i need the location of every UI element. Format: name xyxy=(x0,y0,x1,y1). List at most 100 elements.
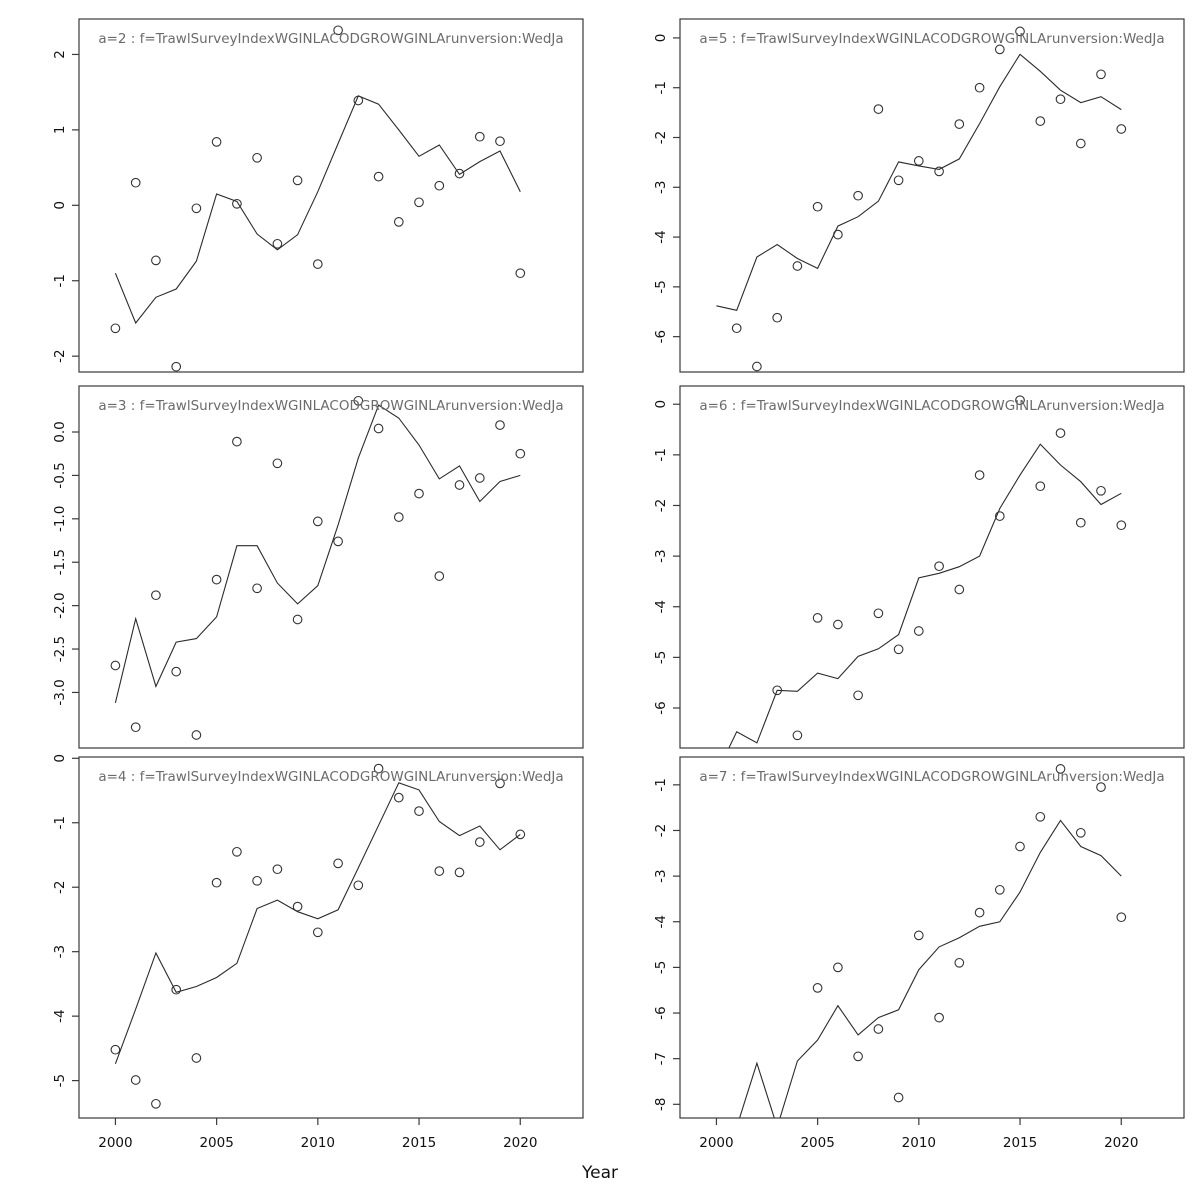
y-tick-label: -1 xyxy=(653,778,669,791)
data-point xyxy=(353,395,364,406)
data-point xyxy=(474,473,485,483)
y-tick-label: 0.0 xyxy=(52,421,68,442)
panel-title: a=2 : f=TrawlSurveyIndexWGINLACODGROWGIN… xyxy=(98,31,563,47)
data-point xyxy=(353,95,364,106)
y-tick-label: -1 xyxy=(653,448,669,461)
y-tick-label: -3 xyxy=(52,945,68,958)
y-tick-label: -6 xyxy=(653,701,669,714)
data-point xyxy=(1055,764,1066,774)
data-point xyxy=(333,858,343,869)
data-point xyxy=(373,171,384,182)
panel-a4: a=4 : f=TrawlSurveyIndexWGINLACODGROWGIN… xyxy=(52,754,584,1151)
fitted-line xyxy=(728,443,1122,748)
y-tick-label: -6 xyxy=(653,1006,669,1019)
data-point xyxy=(171,666,182,677)
data-point xyxy=(474,131,485,142)
data-point xyxy=(954,119,965,129)
data-point xyxy=(151,1098,161,1109)
data-point xyxy=(772,312,783,323)
y-tick-label: -1 xyxy=(52,816,68,829)
y-tick-label: 0 xyxy=(653,400,669,409)
data-point xyxy=(853,190,863,201)
y-tick-label: -2 xyxy=(52,349,68,362)
data-point xyxy=(812,983,823,993)
data-point xyxy=(974,470,985,480)
data-point xyxy=(772,685,783,696)
data-point xyxy=(994,511,1005,521)
y-tick-label: -4 xyxy=(653,230,669,243)
y-tick-label: -2.5 xyxy=(52,636,68,662)
y-tick-label: -5 xyxy=(653,961,669,974)
data-point xyxy=(454,867,465,878)
data-point xyxy=(833,962,843,973)
data-point xyxy=(792,261,803,271)
x-tick-label: 2020 xyxy=(1104,1135,1138,1151)
data-point xyxy=(1096,782,1106,792)
y-tick-label: -1.5 xyxy=(52,549,68,575)
data-point xyxy=(994,884,1005,895)
data-point xyxy=(434,180,445,191)
data-point xyxy=(151,590,161,601)
y-tick-label: -0.5 xyxy=(52,462,68,488)
data-point xyxy=(853,1051,863,1062)
x-axis-title: Year xyxy=(582,1163,618,1183)
y-tick-label: -2.0 xyxy=(52,592,68,618)
data-point xyxy=(752,361,762,372)
data-point xyxy=(393,792,404,803)
panel-title: a=5 : f=TrawlSurveyIndexWGINLACODGROWGIN… xyxy=(699,31,1164,47)
y-tick-label: 0 xyxy=(52,201,68,210)
data-point xyxy=(1055,94,1066,105)
data-point xyxy=(110,660,121,671)
data-point xyxy=(994,44,1005,55)
data-point xyxy=(1035,811,1046,822)
data-point xyxy=(1096,69,1106,80)
data-point xyxy=(414,806,424,816)
data-point xyxy=(1075,138,1086,149)
fitted-line xyxy=(738,819,1122,1118)
data-point xyxy=(893,1092,904,1103)
x-tick-label: 2000 xyxy=(98,1135,132,1151)
data-point xyxy=(853,690,863,701)
panel-title: a=4 : f=TrawlSurveyIndexWGINLACODGROWGIN… xyxy=(98,769,563,785)
data-point xyxy=(954,584,965,595)
data-point xyxy=(232,846,242,857)
data-point xyxy=(974,82,985,93)
data-point xyxy=(495,136,505,147)
data-point xyxy=(211,137,222,147)
data-point xyxy=(913,626,924,636)
data-point xyxy=(833,229,843,240)
data-point xyxy=(191,730,202,740)
data-point xyxy=(353,880,364,891)
data-point xyxy=(1015,395,1025,406)
observed-points xyxy=(110,395,526,740)
x-tick-label: 2000 xyxy=(699,1135,733,1151)
y-tick-label: 2 xyxy=(52,50,68,59)
data-point xyxy=(252,152,262,163)
data-point xyxy=(292,901,303,912)
panel-a6: a=6 : f=TrawlSurveyIndexWGINLACODGROWGIN… xyxy=(653,385,1185,749)
data-point xyxy=(130,1075,141,1085)
data-point xyxy=(515,448,526,459)
data-point xyxy=(252,875,262,886)
data-point xyxy=(934,1012,944,1023)
data-point xyxy=(393,217,404,227)
data-point xyxy=(414,488,424,499)
y-tick-label: -4 xyxy=(52,1009,68,1022)
y-tick-label: -6 xyxy=(653,330,669,343)
observed-points xyxy=(812,764,1127,1103)
y-tick-label: -2 xyxy=(653,499,669,512)
data-point xyxy=(110,323,121,334)
panel-title: a=7 : f=TrawlSurveyIndexWGINLACODGROWGIN… xyxy=(699,769,1164,785)
data-point xyxy=(954,957,965,968)
x-tick-label: 2005 xyxy=(199,1135,233,1151)
data-point xyxy=(731,323,742,334)
data-point xyxy=(191,1053,202,1063)
y-tick-label: -5 xyxy=(653,280,669,293)
data-point xyxy=(1116,912,1127,923)
data-point xyxy=(393,512,404,522)
data-point xyxy=(312,259,323,269)
fitted-line xyxy=(114,404,521,704)
y-tick-label: -3 xyxy=(653,869,669,882)
y-tick-label: -4 xyxy=(653,600,669,613)
data-point xyxy=(893,175,904,186)
